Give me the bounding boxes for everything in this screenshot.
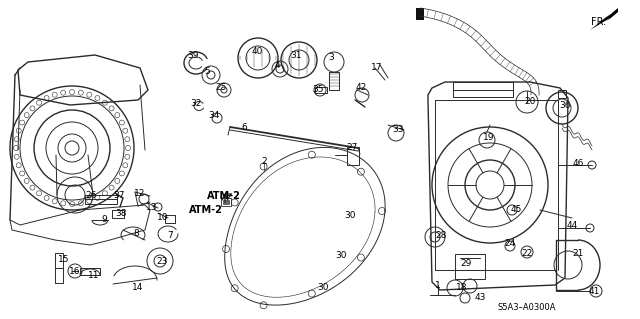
Text: 14: 14	[132, 284, 144, 293]
Text: ATM-2: ATM-2	[189, 205, 223, 215]
Text: 34: 34	[208, 112, 220, 121]
Text: 26: 26	[85, 191, 97, 201]
Text: 23: 23	[156, 256, 168, 265]
Text: 1: 1	[435, 280, 441, 290]
Bar	[558, 90, 566, 98]
Text: 28: 28	[435, 232, 447, 241]
Bar	[221, 198, 231, 206]
Text: 38: 38	[115, 209, 127, 218]
Text: 13: 13	[147, 203, 157, 211]
Polygon shape	[590, 8, 618, 30]
Text: 11: 11	[88, 271, 100, 280]
Text: 24: 24	[504, 240, 516, 249]
Text: ATM-2: ATM-2	[207, 191, 241, 201]
Bar	[347, 147, 359, 165]
Text: 39: 39	[188, 50, 199, 60]
Text: 32: 32	[190, 99, 202, 108]
Text: 25: 25	[215, 84, 227, 93]
Text: 36: 36	[559, 100, 571, 109]
Text: 17: 17	[371, 63, 383, 72]
Text: 45: 45	[510, 205, 522, 214]
Bar	[165, 215, 175, 223]
Polygon shape	[416, 8, 424, 20]
Text: 30: 30	[335, 250, 347, 259]
Text: 12: 12	[134, 189, 146, 198]
Text: 3: 3	[328, 54, 334, 63]
Bar	[80, 268, 100, 275]
Text: 43: 43	[474, 293, 486, 301]
Text: 6: 6	[241, 123, 247, 132]
Text: FR.: FR.	[591, 17, 606, 27]
Text: 10: 10	[157, 212, 169, 221]
Text: 37: 37	[113, 190, 125, 199]
Text: 16: 16	[69, 266, 81, 276]
Text: 2: 2	[261, 158, 267, 167]
Bar	[112, 210, 124, 218]
Text: S5A3–A0300A: S5A3–A0300A	[497, 302, 556, 311]
Bar	[455, 254, 485, 279]
Text: 30: 30	[344, 211, 356, 219]
Text: 22: 22	[522, 249, 532, 258]
Text: 31: 31	[291, 51, 301, 61]
Bar	[453, 82, 513, 97]
Text: 29: 29	[460, 259, 472, 269]
Bar	[85, 195, 117, 204]
Text: 44: 44	[566, 221, 578, 231]
Text: 9: 9	[101, 216, 107, 225]
Bar	[315, 87, 327, 93]
Bar	[223, 200, 229, 204]
Bar	[329, 72, 339, 90]
Text: 41: 41	[588, 286, 600, 295]
Text: 42: 42	[355, 84, 367, 93]
Text: 20: 20	[524, 98, 536, 107]
Text: 27: 27	[346, 144, 358, 152]
Text: 40: 40	[252, 48, 262, 56]
Text: 21: 21	[572, 249, 584, 257]
Text: 30: 30	[317, 283, 329, 292]
Text: 35: 35	[312, 85, 324, 93]
Text: 4: 4	[274, 61, 280, 70]
Text: 33: 33	[392, 125, 404, 135]
Text: 19: 19	[483, 133, 495, 143]
Text: 18: 18	[456, 284, 468, 293]
Text: 15: 15	[58, 255, 70, 263]
Text: 8: 8	[133, 229, 139, 239]
Text: 46: 46	[572, 160, 584, 168]
Text: 7: 7	[167, 231, 173, 240]
Bar	[55, 253, 63, 283]
Text: 5: 5	[204, 68, 210, 77]
